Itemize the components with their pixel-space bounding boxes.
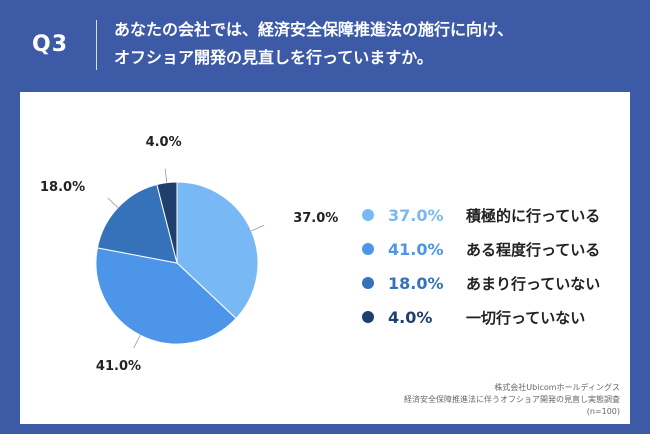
pie-slice-2 bbox=[95, 247, 237, 345]
legend-value-4: 4.0% bbox=[388, 307, 433, 327]
question-text: あなたの会社では、経済安全保障推進法の施行に向け、 オフショア開発の見直しを行っ… bbox=[114, 16, 634, 72]
legend-value-2: 41.0% bbox=[388, 239, 444, 259]
slice-label-4: 4.0% bbox=[145, 135, 182, 151]
source-note: 株式会社Ubicomホールディングス 経済安全保障推進法に伴うオフショア開発の見… bbox=[404, 382, 620, 418]
question-line-2: オフショア開発の見直しを行っていますか。 bbox=[114, 48, 433, 67]
source-line-2: 経済安全保障推進法に伴うオフショア開発の見直し実態調査 bbox=[404, 395, 620, 404]
legend-label-2: ある程度行っている bbox=[466, 240, 601, 259]
leader-line-4 bbox=[164, 168, 168, 183]
legend-label-1: 積極的に行っている bbox=[466, 206, 601, 225]
legend-dot-2 bbox=[362, 243, 374, 255]
legend-item-2: 41.0% ある程度行っている bbox=[362, 232, 600, 266]
chart-card: 37.0% 41.0% 18.0% 4.0% 37.0% 積極的に行っている 41.0… bbox=[20, 92, 630, 424]
legend-label-3: あまり行っていない bbox=[466, 274, 601, 293]
legend-dot-1 bbox=[362, 209, 374, 221]
header-divider bbox=[96, 20, 97, 70]
question-header: Q3 あなたの会社では、経済安全保障推進法の施行に向け、 オフショア開発の見直し… bbox=[0, 0, 650, 86]
legend-dot-3 bbox=[362, 277, 374, 289]
pie-slices bbox=[95, 181, 259, 345]
legend-dot-4 bbox=[362, 311, 374, 323]
legend-label-4: 一切行っていない bbox=[466, 308, 586, 327]
slice-label-3: 18.0% bbox=[40, 180, 86, 196]
legend: 37.0% 積極的に行っている 41.0% ある程度行っている 18.0% あま… bbox=[362, 198, 600, 334]
pie-chart bbox=[95, 168, 265, 348]
legend-item-1: 37.0% 積極的に行っている bbox=[362, 198, 600, 232]
pie-slice-3 bbox=[96, 183, 178, 264]
leader-line-2 bbox=[133, 334, 141, 348]
slice-label-1: 37.0% bbox=[293, 211, 339, 226]
leader-lines bbox=[107, 168, 265, 348]
leader-line-3 bbox=[107, 197, 119, 208]
pie-slice-1 bbox=[176, 181, 259, 320]
leader-line-1 bbox=[251, 224, 265, 232]
legend-item-4: 4.0% 一切行っていない bbox=[362, 300, 600, 334]
question-number: Q3 bbox=[32, 32, 69, 57]
source-line-1: 株式会社Ubicomホールディングス bbox=[494, 383, 620, 392]
question-line-1: あなたの会社では、経済安全保障推進法の施行に向け、 bbox=[114, 20, 514, 39]
legend-item-3: 18.0% あまり行っていない bbox=[362, 266, 600, 300]
legend-value-3: 18.0% bbox=[388, 273, 444, 293]
legend-value-1: 37.0% bbox=[388, 205, 444, 225]
source-line-3: (n=100) bbox=[586, 407, 620, 416]
slice-label-2: 41.0% bbox=[95, 358, 142, 374]
